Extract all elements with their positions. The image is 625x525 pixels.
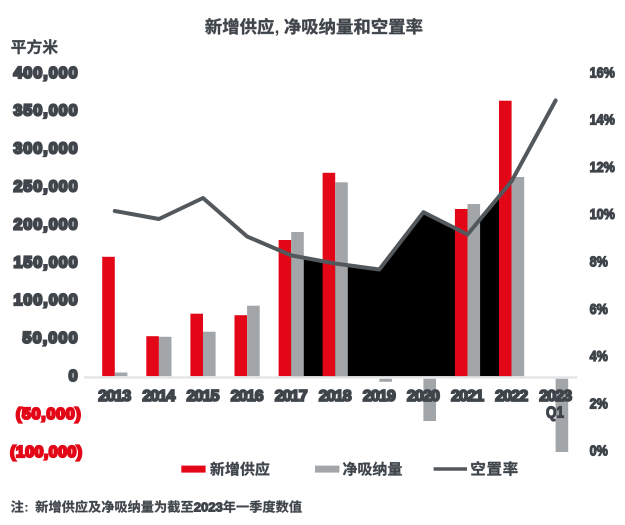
- svg-text:2022: 2022: [495, 388, 528, 405]
- svg-text:10%: 10%: [590, 205, 615, 222]
- svg-text:0: 0: [69, 368, 78, 385]
- svg-text:200,000: 200,000: [14, 216, 78, 233]
- svg-text::: :: [24, 500, 28, 515]
- svg-text:14%: 14%: [590, 111, 615, 128]
- svg-text:100,000: 100,000: [14, 292, 78, 309]
- svg-text:12%: 12%: [590, 158, 615, 175]
- svg-text:,: ,: [275, 18, 280, 37]
- svg-text:2018: 2018: [319, 388, 352, 405]
- svg-text:2014: 2014: [142, 388, 175, 405]
- svg-text:2017: 2017: [275, 388, 308, 405]
- svg-text:2016: 2016: [231, 388, 264, 405]
- svg-text:50,000: 50,000: [23, 330, 78, 347]
- svg-text:16%: 16%: [590, 63, 615, 80]
- svg-text:6%: 6%: [590, 300, 608, 317]
- svg-text:0%: 0%: [590, 442, 608, 459]
- svg-text:250,000: 250,000: [14, 179, 78, 196]
- svg-text:8%: 8%: [590, 252, 608, 269]
- svg-text:Q1: Q1: [546, 405, 564, 422]
- svg-text:2023: 2023: [539, 388, 572, 405]
- svg-text:350,000: 350,000: [14, 103, 78, 120]
- svg-text:4%: 4%: [590, 347, 608, 364]
- svg-text:150,000: 150,000: [14, 254, 78, 271]
- svg-text:2015: 2015: [187, 388, 220, 405]
- svg-text:2%: 2%: [590, 394, 608, 411]
- svg-text:2020: 2020: [407, 388, 440, 405]
- svg-text:2013: 2013: [98, 388, 131, 405]
- svg-text:(100,000): (100,000): [10, 444, 82, 461]
- svg-text:2019: 2019: [363, 388, 396, 405]
- svg-text:2021: 2021: [451, 388, 484, 405]
- svg-text:400,000: 400,000: [14, 65, 78, 82]
- svg-text:2023: 2023: [194, 500, 223, 515]
- svg-text:300,000: 300,000: [14, 141, 78, 158]
- svg-text:(50,000): (50,000): [16, 406, 81, 423]
